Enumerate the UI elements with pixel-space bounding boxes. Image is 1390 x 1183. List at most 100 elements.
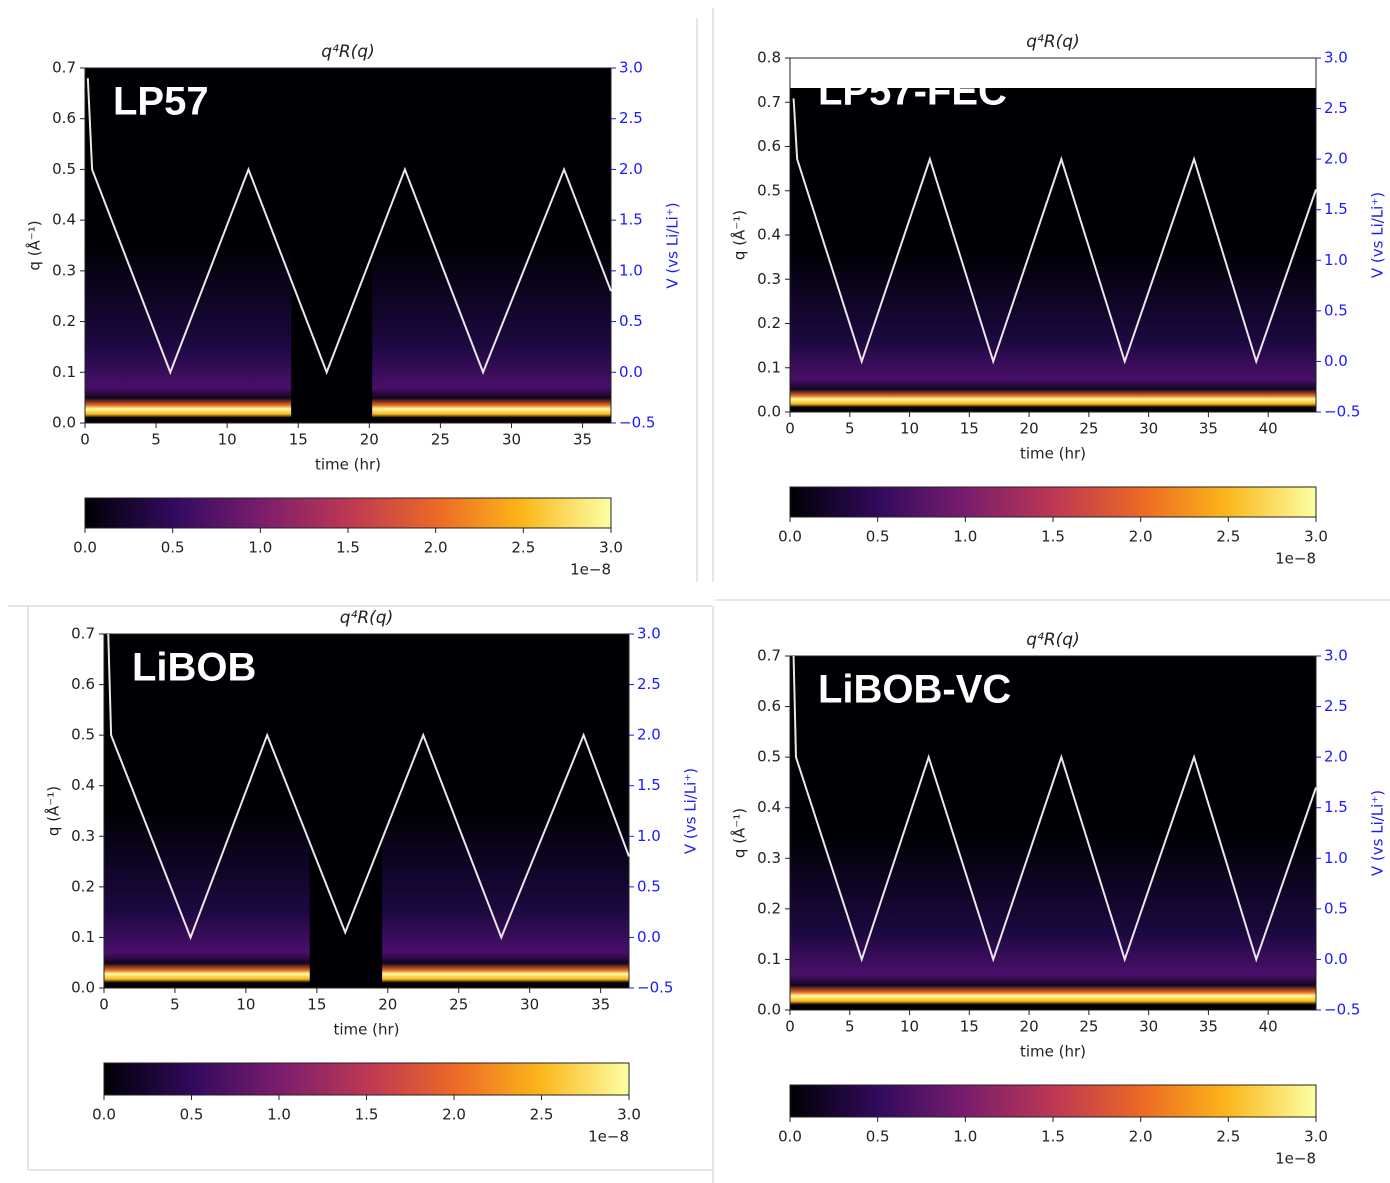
y-tick-label: 0.3 bbox=[52, 261, 76, 279]
panel-label: LiBOB-VC bbox=[818, 668, 1011, 712]
y-tick-label: 0.1 bbox=[757, 950, 781, 968]
x-tick-label: 40 bbox=[1259, 1018, 1278, 1036]
colorbar-tick-label: 0.5 bbox=[866, 528, 890, 546]
y-tick-label: 0.0 bbox=[71, 979, 95, 997]
y-tick-label: 0.7 bbox=[757, 647, 781, 665]
y2-tick-label: 1.5 bbox=[1324, 200, 1348, 218]
y-tick-label: 0.2 bbox=[71, 877, 95, 895]
y2-tick-label: 3.0 bbox=[619, 59, 643, 77]
x-tick-label: 30 bbox=[502, 431, 521, 449]
x-tick-label: 40 bbox=[1259, 420, 1278, 438]
chart-title: q⁴R(q) bbox=[340, 608, 393, 628]
panel-label: LP57-FEC bbox=[818, 70, 1007, 114]
x-tick-label: 15 bbox=[960, 1018, 979, 1036]
y2-tick-label: 0.5 bbox=[619, 312, 643, 330]
y2-tick-label: 0.0 bbox=[1324, 352, 1348, 370]
y-tick-label: 0.4 bbox=[757, 798, 781, 816]
y2-tick-label: 1.0 bbox=[637, 827, 661, 845]
x-tick-label: 35 bbox=[1199, 420, 1218, 438]
x-tick-label: 35 bbox=[591, 996, 610, 1014]
y2-tick-label: 0.5 bbox=[637, 877, 661, 895]
y2-axis-label: V (vs Li/Li⁺) bbox=[1369, 192, 1387, 278]
y2-tick-label: 0.0 bbox=[619, 363, 643, 381]
x-tick-label: 35 bbox=[1199, 1018, 1218, 1036]
colorbar-tick-label: 3.0 bbox=[599, 539, 623, 557]
x-tick-label: 15 bbox=[307, 996, 326, 1014]
chart-title: q⁴R(q) bbox=[321, 42, 374, 62]
y-tick-label: 0.6 bbox=[757, 137, 781, 155]
colorbar-offset: 1e−8 bbox=[1275, 550, 1316, 568]
heatmap-area bbox=[790, 656, 1316, 1010]
voltage-line bbox=[792, 655, 1317, 963]
colorbar-tick-label: 2.5 bbox=[530, 1106, 554, 1124]
y2-tick-label: 2.5 bbox=[637, 675, 661, 693]
y-tick-label: 0.1 bbox=[71, 928, 95, 946]
y-tick-label: 0.3 bbox=[757, 849, 781, 867]
x-tick-label: 25 bbox=[1079, 1018, 1098, 1036]
voltage-line bbox=[107, 633, 630, 941]
colorbar-tick-label: 1.5 bbox=[355, 1106, 379, 1124]
y-tick-label: 0.7 bbox=[71, 625, 95, 643]
y2-tick-label: 1.0 bbox=[619, 261, 643, 279]
y-tick-label: 0.6 bbox=[71, 675, 95, 693]
colorbar-tick-label: 0.0 bbox=[73, 539, 97, 557]
colorbar-tick-label: 3.0 bbox=[1304, 528, 1328, 546]
colorbar bbox=[103, 1062, 630, 1096]
panel: q⁴R(q) LiBOB-VC 0.0 0.1 0.2 0.3 0.4 0.5 0.6 0.7 −0… bbox=[730, 630, 1387, 1168]
y2-tick-label: 0.5 bbox=[1324, 899, 1348, 917]
x-tick-label: 5 bbox=[845, 1018, 855, 1036]
y2-axis-label: V (vs Li/Li⁺) bbox=[664, 202, 682, 288]
x-tick-label: 25 bbox=[431, 431, 450, 449]
colorbar-tick-label: 2.5 bbox=[1216, 528, 1240, 546]
y-tick-label: 0.8 bbox=[757, 49, 781, 67]
colorbar bbox=[789, 486, 1317, 518]
x-tick-label: 5 bbox=[845, 420, 855, 438]
y2-tick-label: −0.5 bbox=[637, 979, 673, 997]
colorbar bbox=[84, 497, 612, 529]
colorbar-offset: 1e−8 bbox=[1275, 1150, 1316, 1168]
data-gap bbox=[309, 634, 383, 988]
y2-axis-label: V (vs Li/Li⁺) bbox=[1369, 790, 1387, 876]
voltage-line bbox=[86, 78, 612, 376]
y2-tick-label: 1.0 bbox=[1324, 849, 1348, 867]
x-tick-label: 10 bbox=[236, 996, 255, 1014]
colorbar-tick-label: 0.5 bbox=[161, 539, 185, 557]
colorbar-tick-label: 0.0 bbox=[778, 528, 802, 546]
panel: q⁴R(q) LP57 0.0 0.1 0.2 0.3 0.4 0.5 0.6 0.7 −0.5 0.… bbox=[25, 42, 682, 579]
colorbar-tick-label: 0.5 bbox=[180, 1106, 204, 1124]
y2-tick-label: 1.5 bbox=[1324, 798, 1348, 816]
y2-tick-label: 1.5 bbox=[637, 776, 661, 794]
colorbar-tick-label: 1.0 bbox=[953, 1128, 977, 1146]
chart-title: q⁴R(q) bbox=[1026, 32, 1079, 52]
y2-tick-label: 3.0 bbox=[1324, 647, 1348, 665]
y-tick-label: 0.3 bbox=[757, 270, 781, 288]
panel: q⁴R(q) LP57-FEC 0.0 0.1 0.2 0.3 0.4 0.5 0.6 0.7 0.… bbox=[730, 32, 1387, 568]
x-tick-label: 5 bbox=[170, 996, 180, 1014]
panel-label: LP57 bbox=[113, 80, 209, 124]
panel-label: LiBOB bbox=[132, 646, 256, 690]
y2-tick-label: 0.0 bbox=[637, 928, 661, 946]
colorbar-tick-label: 1.0 bbox=[953, 528, 977, 546]
y-tick-label: 0.7 bbox=[757, 93, 781, 111]
colorbar-tick-label: 1.5 bbox=[1041, 1128, 1065, 1146]
voltage-line bbox=[792, 98, 1317, 365]
axes-frame bbox=[789, 655, 1317, 1011]
x-tick-label: 25 bbox=[1079, 420, 1098, 438]
colorbar bbox=[789, 1084, 1317, 1118]
x-tick-label: 25 bbox=[449, 996, 468, 1014]
x-axis-label: time (hr) bbox=[1020, 1043, 1086, 1061]
colorbar-tick-label: 3.0 bbox=[617, 1106, 641, 1124]
colorbar-offset: 1e−8 bbox=[570, 561, 611, 579]
colorbar-tick-label: 2.0 bbox=[1129, 1128, 1153, 1146]
colorbar-tick-label: 0.5 bbox=[866, 1128, 890, 1146]
panel: q⁴R(q) LiBOB 0.0 0.1 0.2 0.3 0.4 0.5 0.6 0.7 −0.5 0… bbox=[44, 608, 700, 1146]
x-axis-label: time (hr) bbox=[1020, 445, 1086, 463]
y-axis-label: q (Å⁻¹) bbox=[44, 786, 63, 836]
x-tick-label: 20 bbox=[1020, 420, 1039, 438]
y-tick-label: 0.1 bbox=[757, 358, 781, 376]
colorbar-tick-label: 0.0 bbox=[778, 1128, 802, 1146]
colorbar-tick-label: 2.0 bbox=[442, 1106, 466, 1124]
y-axis-label: q (Å⁻¹) bbox=[730, 210, 749, 260]
y2-tick-label: −0.5 bbox=[619, 414, 655, 432]
